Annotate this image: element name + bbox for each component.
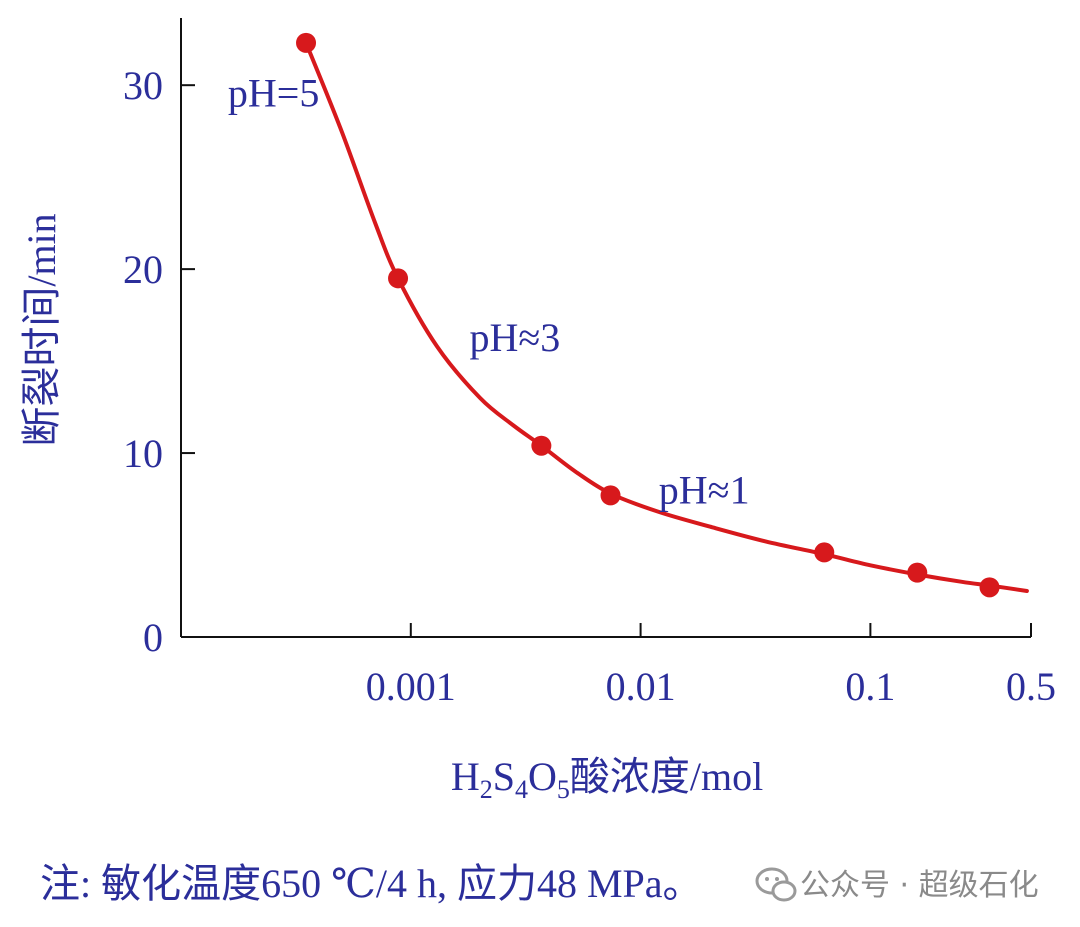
y-tick-label: 10 [123, 431, 163, 476]
figure-note: 注: 敏化温度650 ℃/4 h, 应力48 MPa。 [40, 861, 703, 906]
y-axis-label: 断裂时间/min [19, 213, 64, 446]
y-tick-label: 0 [143, 615, 163, 660]
x-tick-label: 0.001 [366, 664, 456, 709]
x-tick-label: 0.5 [1006, 664, 1056, 709]
annotations: pH=5 pH≈3 pH≈1 [228, 70, 750, 512]
watermark-text: 公众号 · 超级石化 [800, 868, 1039, 903]
x-tick-label: 0.1 [845, 664, 895, 709]
data-point [600, 485, 621, 506]
x-axis-label-formula-sub-5: 5 [557, 775, 570, 804]
y-tick-label: 30 [123, 63, 163, 108]
data-point [296, 32, 317, 53]
x-axis-label-suffix: 酸浓度/mol [570, 754, 763, 799]
x-axis-label-formula-sub-2: 2 [480, 775, 493, 804]
annotation-label: pH≈1 [659, 468, 750, 513]
watermark: 公众号 · 超级石化 [755, 867, 1039, 903]
x-axis-label-formula-h: H [451, 754, 480, 799]
x-axis-label: H2S4O5酸浓度/mol [451, 754, 763, 804]
x-axis-label-formula-s: S [493, 754, 515, 799]
data-point [979, 577, 1000, 598]
axes [180, 18, 1031, 638]
x-ticks: 0.001 0.01 0.1 0.5 [366, 623, 1056, 709]
data-point [814, 542, 835, 563]
data-point [388, 268, 409, 289]
data-point [907, 562, 928, 583]
y-ticks: 0 10 20 30 [123, 63, 195, 660]
x-axis-label-formula-o: O [528, 754, 557, 799]
x-axis-label-formula-sub-4: 4 [515, 775, 528, 804]
y-tick-label: 20 [123, 247, 163, 292]
wechat-icon [755, 867, 797, 902]
data-point [531, 435, 552, 456]
data-points [296, 32, 1000, 598]
annotation-label: pH=5 [228, 70, 319, 115]
x-tick-label: 0.01 [606, 664, 676, 709]
annotation-label: pH≈3 [469, 315, 560, 360]
